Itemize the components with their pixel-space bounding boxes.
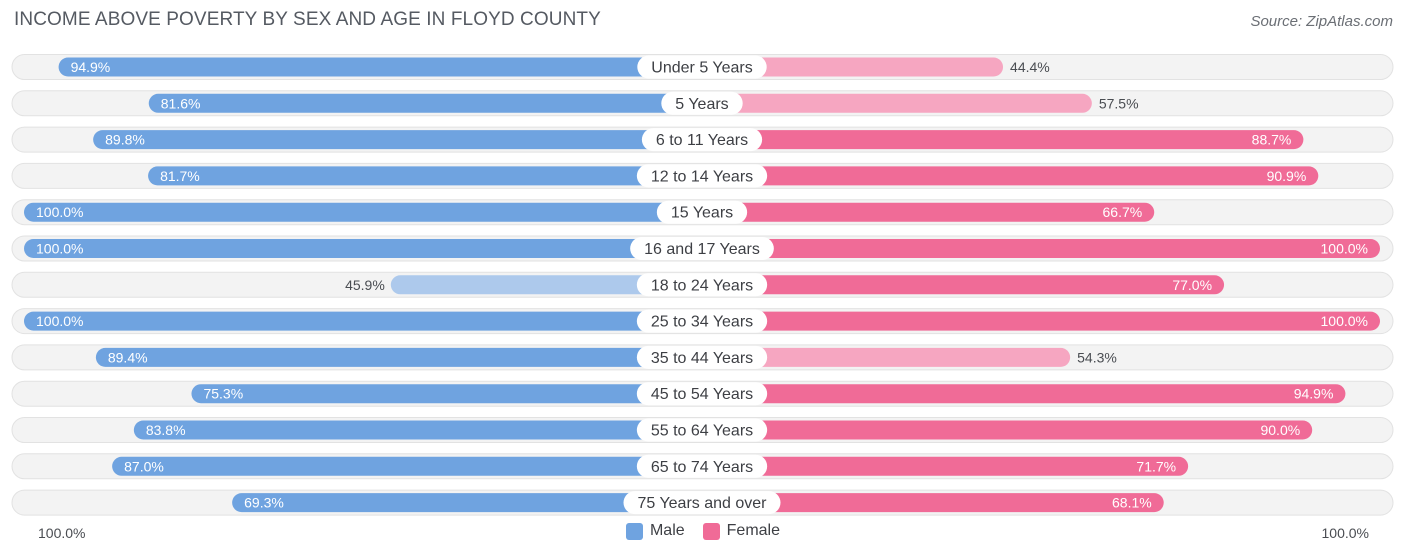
male-value-label: 100.0% bbox=[36, 313, 83, 329]
category-pill bbox=[641, 128, 763, 152]
category-label: 25 to 34 Years bbox=[651, 314, 753, 331]
male-value-label: 83.8% bbox=[146, 422, 186, 438]
category-label: 15 Years bbox=[671, 205, 733, 222]
category-pill bbox=[636, 345, 768, 369]
male-bar bbox=[24, 311, 702, 331]
source-label: Source: ZipAtlas.com bbox=[1250, 13, 1393, 30]
female-bar bbox=[702, 311, 1380, 331]
female-bar bbox=[702, 347, 1071, 367]
category-label: 65 to 74 Years bbox=[651, 459, 753, 476]
category-pill bbox=[636, 454, 768, 478]
female-bar bbox=[702, 384, 1346, 404]
male-bar bbox=[58, 57, 702, 77]
legend-label-female: Female bbox=[726, 522, 781, 539]
category-label: 75 Years and over bbox=[638, 495, 768, 512]
male-bar bbox=[112, 456, 702, 476]
female-value-label: 77.0% bbox=[1172, 277, 1212, 293]
legend-item-male: Male bbox=[625, 522, 685, 540]
male-bar bbox=[24, 202, 702, 222]
female-bar bbox=[702, 420, 1313, 440]
category-pill bbox=[636, 309, 768, 333]
female-bar bbox=[702, 239, 1380, 258]
category-label: 16 and 17 Years bbox=[644, 241, 760, 258]
male-value-label: 94.9% bbox=[71, 59, 111, 75]
male-bar bbox=[390, 275, 702, 295]
category-pill bbox=[636, 382, 768, 406]
category-label: 12 to 14 Years bbox=[651, 168, 753, 185]
male-value-label: 87.0% bbox=[124, 458, 164, 474]
category-pill bbox=[636, 418, 768, 442]
category-pill bbox=[636, 273, 768, 297]
male-value-label: 81.6% bbox=[161, 95, 201, 111]
category-label: 35 to 44 Years bbox=[651, 350, 753, 367]
female-value-label: 94.9% bbox=[1294, 386, 1334, 402]
male-value-label: 69.3% bbox=[244, 495, 284, 511]
male-value-label: 81.7% bbox=[160, 168, 200, 184]
category-pill bbox=[636, 164, 768, 188]
category-label: 5 Years bbox=[675, 96, 728, 113]
female-value-label: 66.7% bbox=[1103, 204, 1143, 220]
legend-swatch-female bbox=[702, 522, 720, 540]
chart-title: INCOME ABOVE POVERTY BY SEX AND AGE IN F… bbox=[14, 9, 601, 30]
legend-label-male: Male bbox=[649, 522, 685, 539]
male-bar bbox=[93, 130, 702, 150]
male-value-label: 89.4% bbox=[108, 349, 148, 365]
female-value-label: 100.0% bbox=[1321, 241, 1368, 257]
male-bar bbox=[232, 493, 702, 513]
category-label: Under 5 Years bbox=[651, 60, 752, 77]
axis-right-label: 100.0% bbox=[1321, 525, 1369, 541]
category-pill bbox=[630, 237, 774, 260]
category-pill bbox=[661, 91, 743, 115]
category-pill bbox=[656, 200, 748, 224]
male-bar bbox=[24, 239, 702, 258]
female-bar bbox=[702, 275, 1225, 295]
category-label: 6 to 11 Years bbox=[656, 132, 748, 149]
male-value-label: 45.9% bbox=[345, 277, 385, 293]
male-value-label: 75.3% bbox=[203, 386, 243, 402]
female-bar bbox=[702, 202, 1155, 222]
diverging-bar-chart: 94.9% 44.4% Under 5 Years 81.6% 57.5% 5 Years… bbox=[11, 54, 1394, 516]
male-bar bbox=[133, 420, 702, 440]
category-pill bbox=[623, 491, 781, 515]
female-value-label: 71.7% bbox=[1136, 458, 1176, 474]
male-value-label: 100.0% bbox=[36, 241, 83, 257]
female-value-label: 44.4% bbox=[1010, 59, 1050, 75]
male-value-label: 89.8% bbox=[105, 132, 145, 148]
legend-item-female: Female bbox=[702, 522, 781, 540]
female-value-label: 88.7% bbox=[1252, 132, 1292, 148]
axis-left-label: 100.0% bbox=[38, 525, 86, 541]
female-value-label: 90.9% bbox=[1267, 168, 1307, 184]
category-label: 55 to 64 Years bbox=[651, 423, 753, 440]
female-bar bbox=[702, 493, 1164, 513]
female-value-label: 100.0% bbox=[1321, 313, 1368, 329]
female-bar bbox=[702, 166, 1319, 186]
female-bar bbox=[702, 130, 1304, 150]
category-label: 45 to 54 Years bbox=[651, 386, 753, 403]
female-bar bbox=[702, 93, 1092, 113]
female-bar bbox=[702, 456, 1189, 476]
female-bar bbox=[702, 57, 1004, 77]
legend-swatch-male bbox=[625, 522, 643, 540]
male-value-label: 100.0% bbox=[36, 204, 83, 220]
category-label: 18 to 24 Years bbox=[651, 277, 753, 294]
female-value-label: 57.5% bbox=[1099, 95, 1139, 111]
female-value-label: 90.0% bbox=[1260, 422, 1300, 438]
female-value-label: 54.3% bbox=[1077, 349, 1117, 365]
male-bar bbox=[95, 347, 703, 367]
category-pill bbox=[637, 55, 767, 79]
female-value-label: 68.1% bbox=[1112, 495, 1152, 511]
male-bar bbox=[191, 384, 702, 404]
male-bar bbox=[148, 93, 702, 113]
male-bar bbox=[148, 166, 703, 186]
legend: Male Female bbox=[0, 522, 1406, 540]
